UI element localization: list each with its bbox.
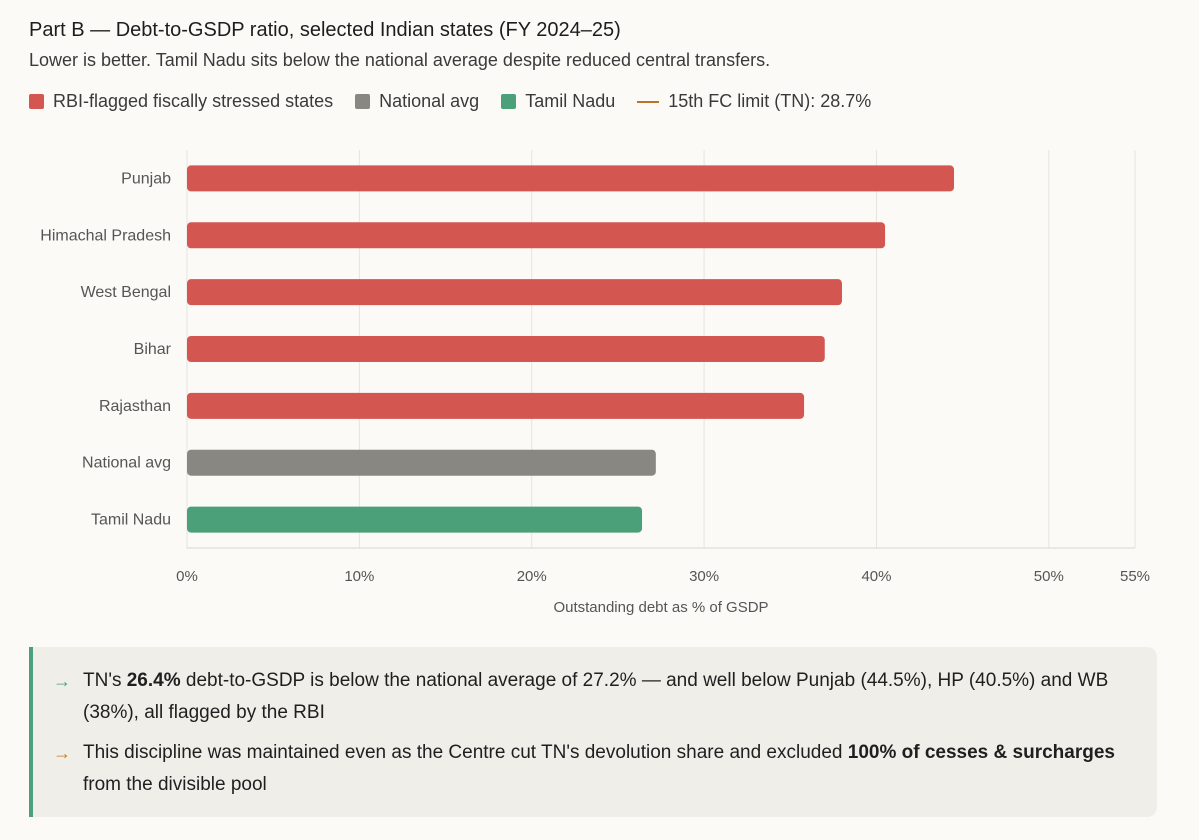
insight-text-1: TN's 26.4% debt-to-GSDP is below the nat… <box>83 665 1143 729</box>
key-insights-callout: → TN's 26.4% debt-to-GSDP is below the n… <box>29 647 1157 817</box>
category-label-rajasthan: Rajasthan <box>99 398 171 415</box>
insight-text-2: This discipline was maintained even as t… <box>83 737 1143 801</box>
insight-text-2-part-3: from the divisible pool <box>83 774 267 795</box>
x-tick-label-4: 40% <box>861 568 891 585</box>
legend-swatch-fc-limit <box>637 100 660 103</box>
legend-label-stressed: RBI-flagged fiscally stressed states <box>53 91 334 111</box>
category-label-himachal-pradesh: Himachal Pradesh <box>40 227 171 244</box>
legend-swatch-tamil-nadu <box>501 94 517 109</box>
insight-text-1-part-2: 26.4% <box>126 670 181 691</box>
legend: RBI-flagged fiscally stressed states Nat… <box>29 91 893 112</box>
x-tick-label-1: 10% <box>344 568 374 585</box>
legend-item-fc-limit: 15th FC limit (TN): 28.7% <box>637 91 871 112</box>
legend-item-national: National avg <box>355 91 479 112</box>
insight-point-2: → This discipline was maintained even as… <box>53 737 1143 801</box>
legend-label-fc-limit: 15th FC limit (TN): 28.7% <box>668 91 872 111</box>
legend-label-national: National avg <box>379 91 480 111</box>
x-axis-title: Outstanding debt as % of GSDP <box>553 599 768 616</box>
legend-item-tamil-nadu: Tamil Nadu <box>501 91 615 112</box>
insight-text-1-part-3: debt-to-GSDP is below the national avera… <box>83 670 1109 723</box>
insight-text-2-part-2: 100% of cesses & surcharges <box>847 742 1115 763</box>
bar-himachal-pradesh <box>187 222 886 249</box>
bar-tamil-nadu <box>187 506 643 533</box>
chart-subtitle: Lower is better. Tamil Nadu sits below t… <box>29 50 771 70</box>
bar-national-avg <box>187 449 656 476</box>
bar-rajasthan <box>187 392 805 419</box>
chart-title: Part B — Debt-to-GSDP ratio, selected In… <box>29 19 621 41</box>
insight-text-2-part-1: This discipline was maintained even as t… <box>83 742 848 763</box>
arrow-right-icon: → <box>53 743 71 763</box>
bar-bihar <box>187 336 825 362</box>
category-label-tamil-nadu: Tamil Nadu <box>91 512 171 529</box>
x-tick-label-2: 20% <box>517 568 547 585</box>
bar-chart: 0% 10% 20% 30% 40% 50% 55% Outstanding debt as … <box>40 150 1150 616</box>
legend-label-tamil-nadu: Tamil Nadu <box>525 91 616 111</box>
x-tick-label-0: 0% <box>176 568 198 585</box>
x-tick-label-3: 30% <box>689 568 719 585</box>
bar-punjab <box>187 165 955 192</box>
insight-text-1-part-1: TN's <box>83 670 127 691</box>
legend-swatch-national <box>355 94 371 109</box>
legend-swatch-stressed <box>29 94 44 109</box>
category-label-national-avg: National avg <box>82 455 171 472</box>
legend-item-stressed: RBI-flagged fiscally stressed states <box>29 91 333 112</box>
insight-point-1: → TN's 26.4% debt-to-GSDP is below the n… <box>53 665 1143 729</box>
arrow-right-icon: → <box>53 671 71 691</box>
category-label-punjab: Punjab <box>121 170 171 187</box>
x-tick-label-5: 50% <box>1034 568 1064 585</box>
bar-west-bengal <box>187 279 842 306</box>
x-tick-label-6: 55% <box>1120 568 1150 585</box>
category-label-west-bengal: West Bengal <box>81 284 171 301</box>
category-label-bihar: Bihar <box>134 341 172 358</box>
